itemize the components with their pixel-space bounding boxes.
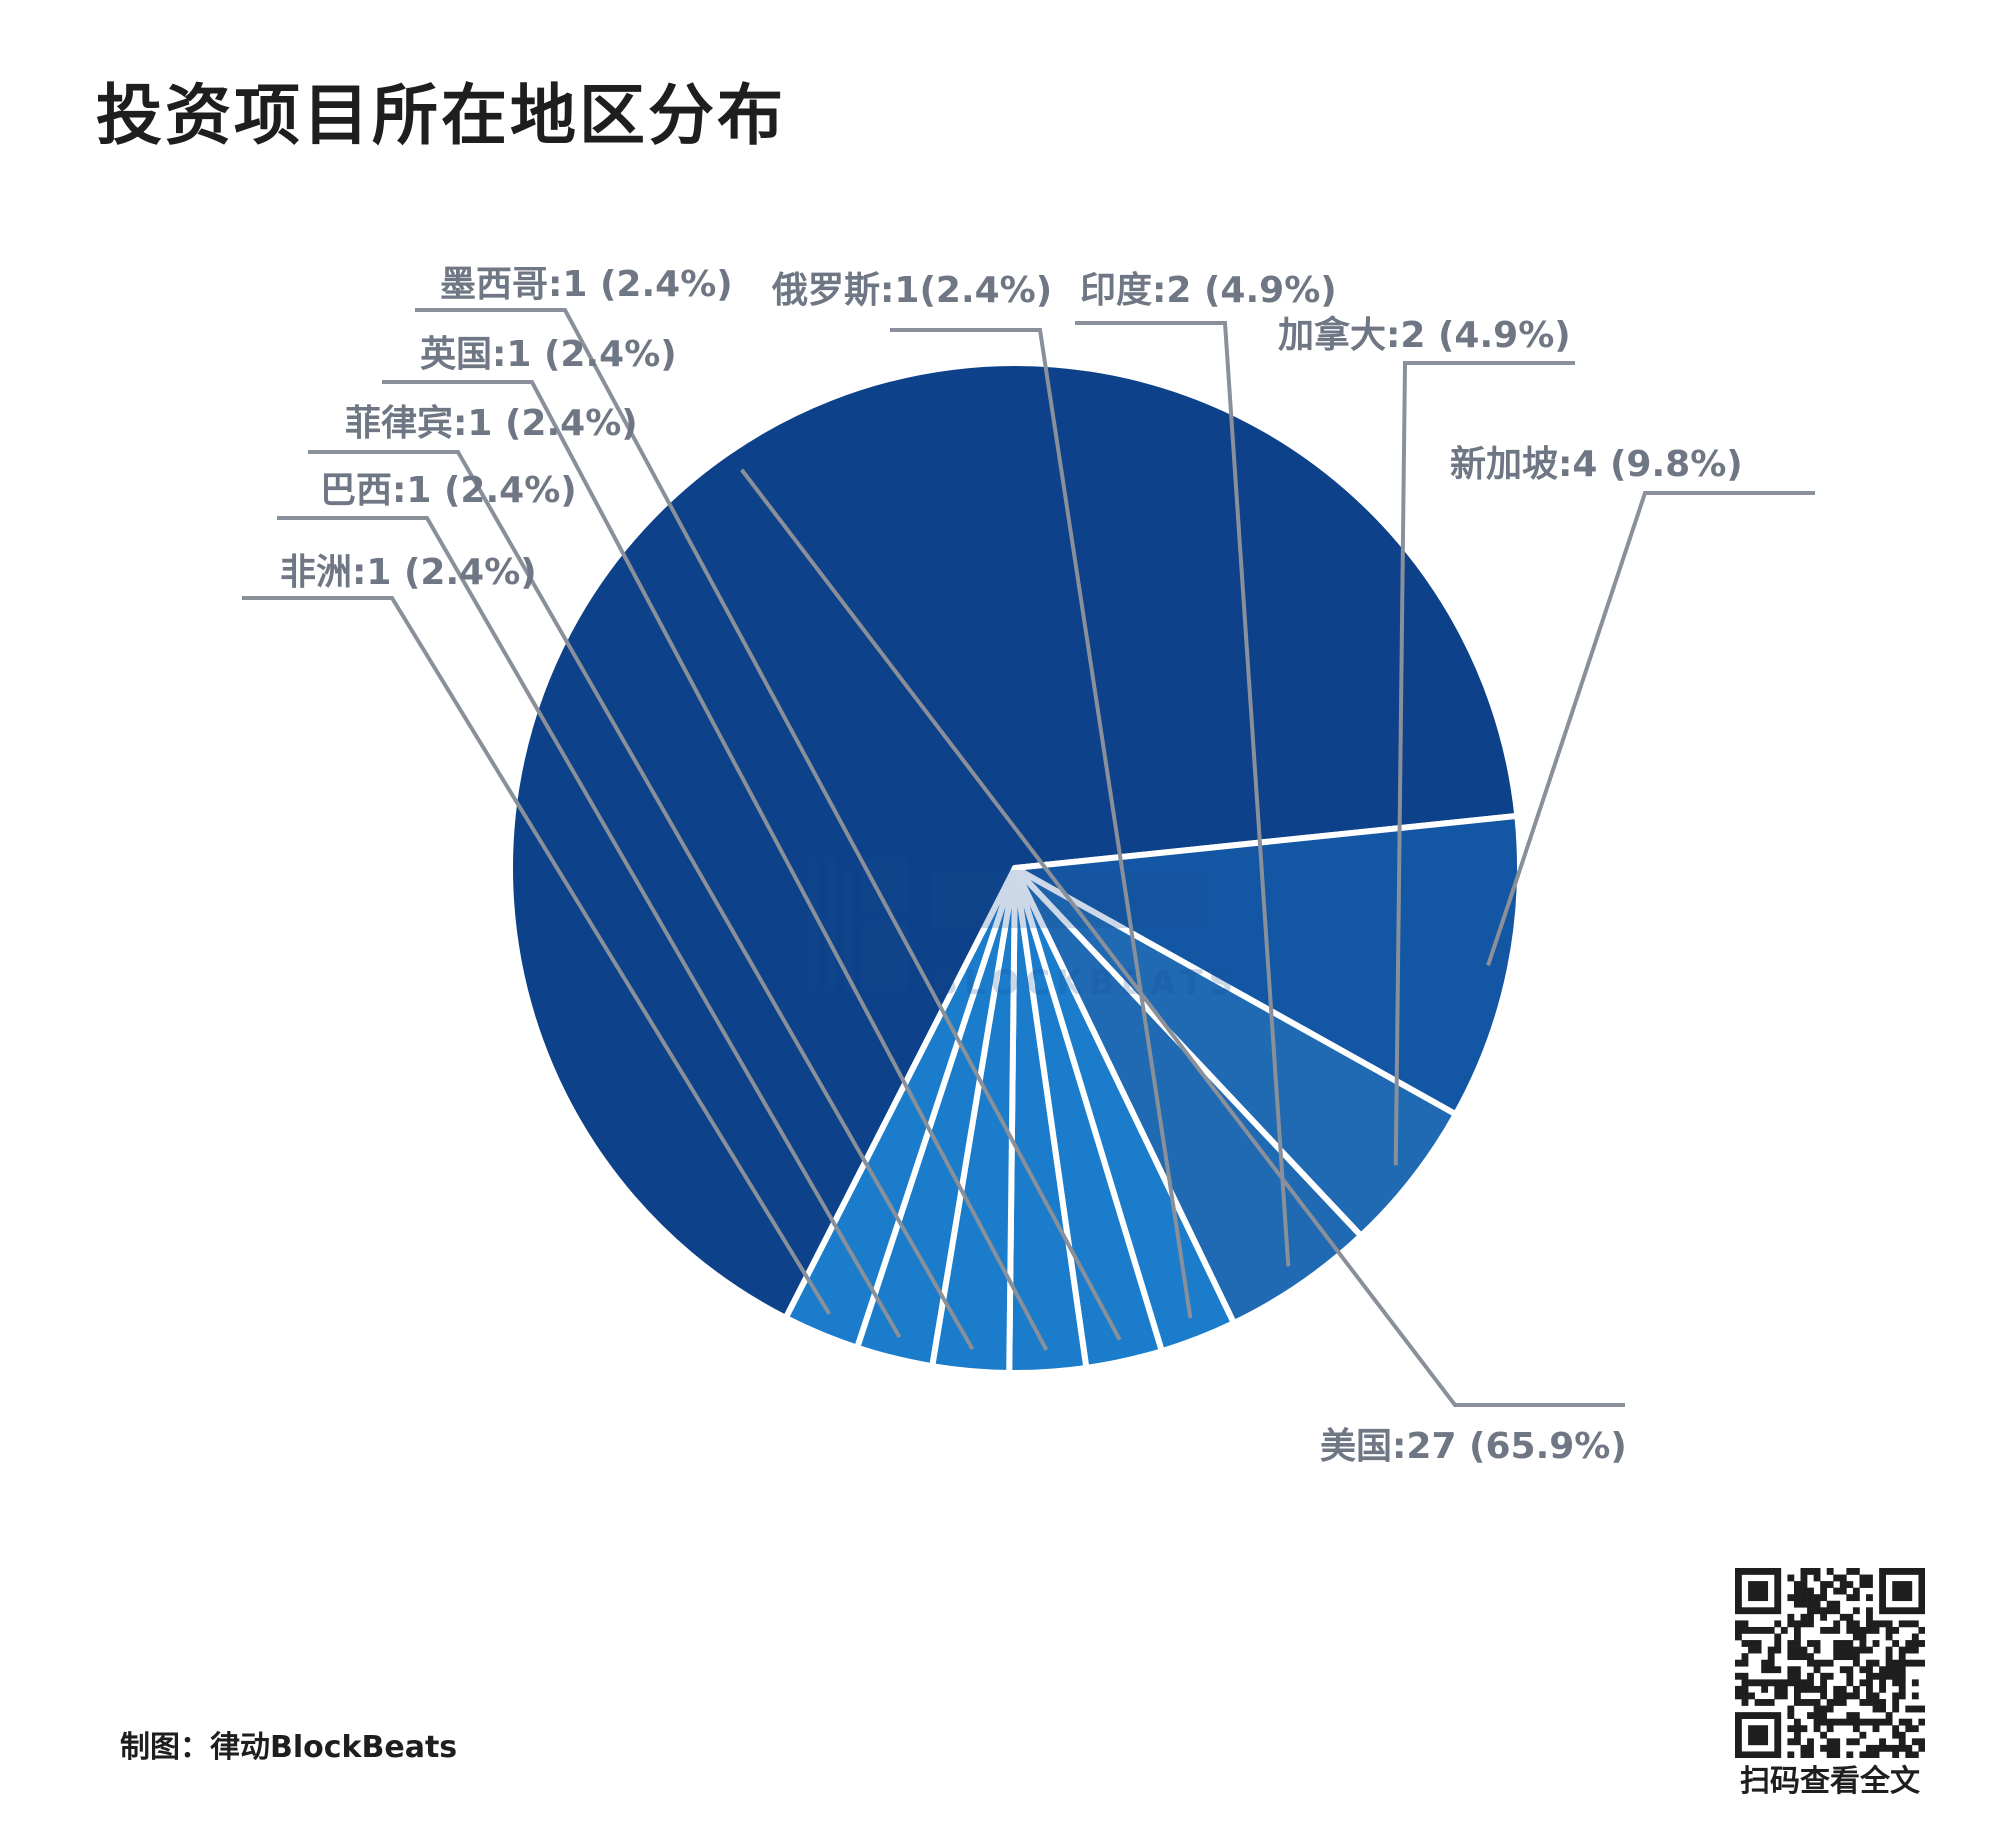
leader-line-菲律宾 [308, 450, 975, 1351]
leader-line-加拿大 [1393, 361, 1575, 1166]
leader-line-非洲 [242, 596, 832, 1315]
slice-label-印度: 印度:2 (4.9%) [1080, 270, 1337, 311]
leader-line-新加坡 [1486, 491, 1815, 967]
leader-line-印度 [1075, 321, 1291, 1267]
slice-label-加拿大: 加拿大:2 (4.9%) [1278, 314, 1571, 356]
label-leaders [242, 308, 1815, 1407]
leader-line-英国 [382, 380, 1049, 1351]
slice-label-俄罗斯: 俄罗斯:1(2.4%) [771, 270, 1052, 311]
leader-line-美国 [740, 468, 1625, 1407]
chart-title: 投资项目所在地区分布 [96, 77, 786, 154]
pie-slice-美国[interactable] [507, 360, 1521, 1321]
leader-line-墨西哥 [415, 308, 1122, 1341]
qr-code-icon[interactable] [1735, 1568, 1926, 1762]
watermark-text: BLOCKBEATS [932, 963, 1239, 1003]
qr-caption: 扫码查看全文 [1740, 1764, 1920, 1799]
pie-slices [507, 360, 1523, 1376]
slice-labels: 美国:27 (65.9%) 新加坡:4 (9.8%) 加拿大:2 (4.9%)印度:… [280, 264, 1743, 1467]
slice-label-墨西哥: 墨西哥:1 (2.4%) [440, 264, 733, 305]
slice-label-新加坡: 新加坡:4 (9.8%) [1450, 444, 1743, 485]
slice-label-美国: 美国:27 (65.9%) [1320, 1426, 1627, 1467]
chart-credit: 制图：律动BlockBeats [120, 1730, 458, 1765]
slice-label-非洲: 非洲:1 (2.4%) [280, 552, 537, 593]
leader-line-俄罗斯 [890, 328, 1193, 1319]
leader-line-巴西 [277, 516, 902, 1338]
pie-slice-非洲[interactable] [782, 865, 1018, 1351]
slice-label-英国: 英国:1 (2.4%) [420, 334, 677, 375]
slice-label-巴西: 巴西:1 (2.4%) [320, 470, 577, 511]
slice-label-菲律宾: 菲律宾:1 (2.4%) [345, 403, 638, 444]
